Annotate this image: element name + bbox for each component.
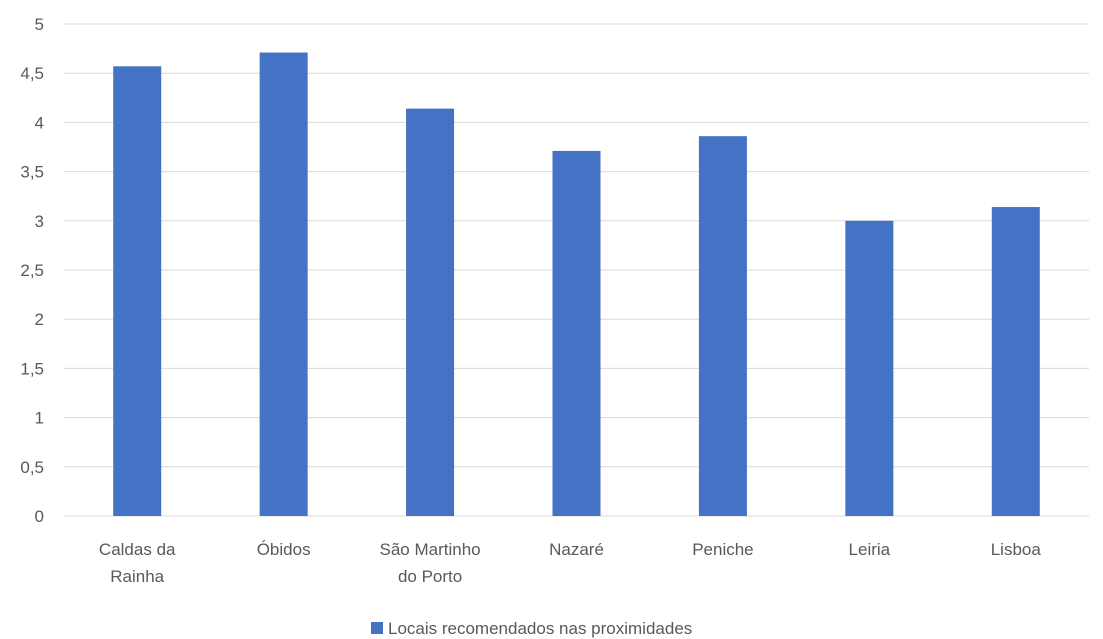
legend-swatch: [371, 622, 383, 634]
x-category-label: Nazaré: [549, 540, 604, 559]
y-tick-label: 2: [35, 310, 44, 329]
y-tick-label: 4: [35, 113, 44, 132]
bar: [845, 220, 894, 517]
y-tick-label: 1,5: [20, 359, 44, 378]
bar: [406, 108, 455, 517]
x-category-label: Caldas da Rainha: [99, 540, 176, 586]
y-tick-label: 0,5: [20, 458, 44, 477]
y-tick-label: 3: [35, 212, 44, 231]
x-category-label: Lisboa: [991, 540, 1042, 559]
bar: [113, 66, 162, 516]
y-tick-label: 1: [35, 409, 44, 428]
y-axis-ticks: 0 0,5 1 1,5 2 2,5 3 3,5 4 4,5 5: [20, 15, 44, 526]
x-category-label: Leiria: [849, 540, 891, 559]
x-category-label: Peniche: [692, 540, 753, 559]
y-tick-label: 3,5: [20, 163, 44, 182]
bar: [259, 52, 308, 516]
x-category-label: São Martinho do Porto: [380, 540, 481, 586]
x-category-label: Óbidos: [257, 540, 311, 559]
y-tick-label: 0: [35, 507, 44, 526]
bar: [991, 207, 1040, 517]
bar: [552, 150, 601, 516]
bars: [113, 52, 1040, 517]
y-tick-label: 4,5: [20, 64, 44, 83]
y-tick-label: 5: [35, 15, 44, 34]
legend-label: Locais recomendados nas proximidades: [388, 619, 692, 638]
y-tick-label: 2,5: [20, 261, 44, 280]
bar: [698, 136, 747, 516]
legend: Locais recomendados nas proximidades: [371, 619, 692, 638]
x-axis-labels: Caldas da Rainha Óbidos São Martinho do Port…: [99, 540, 1041, 586]
